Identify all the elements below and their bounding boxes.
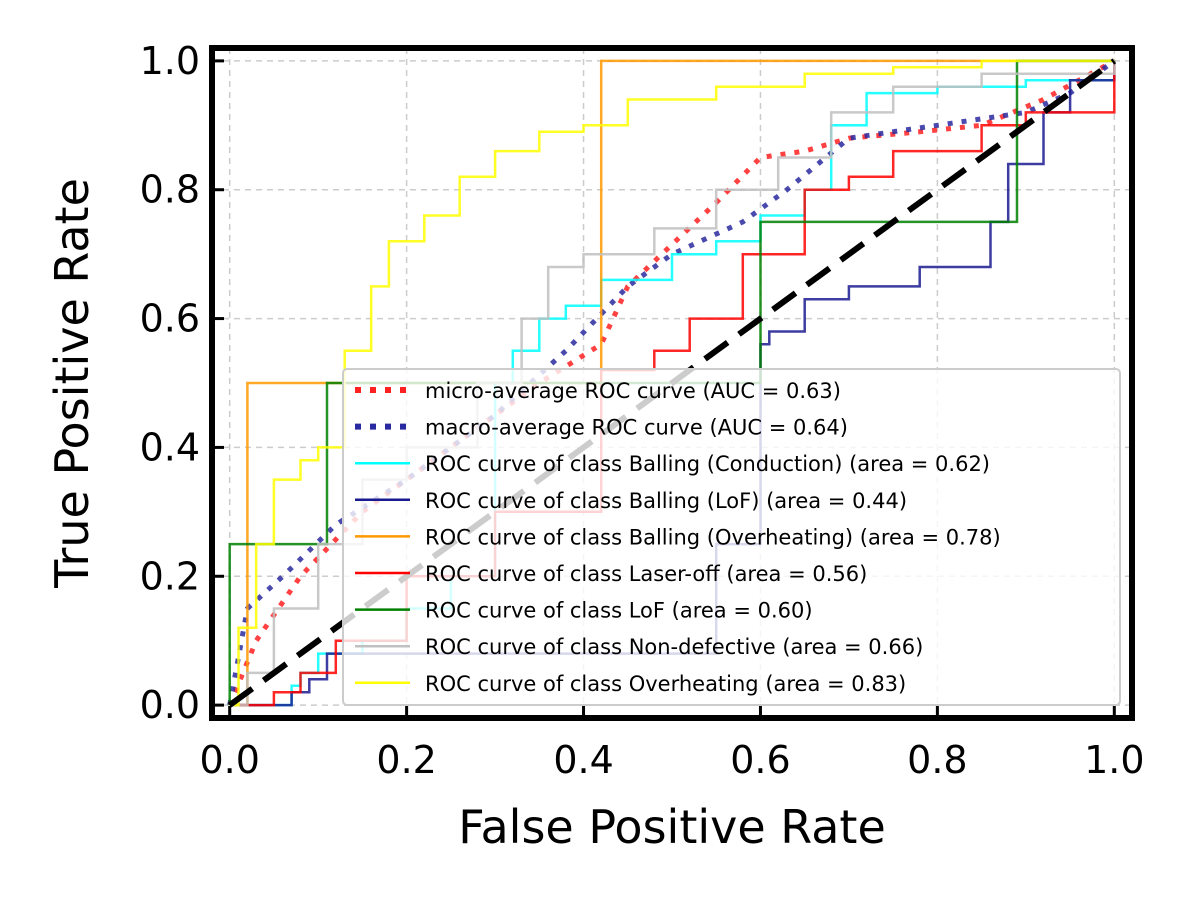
x-tick-label: 0.8 [907,738,967,782]
series-line-1 [227,58,1116,706]
legend-box [342,368,1121,706]
x-tick-label: 0.0 [199,738,259,782]
y-axis-title: True Positive Rate [45,178,99,589]
series-line-3 [229,60,1116,707]
legend-label-8: ROC curve of class Overheating (area = 0… [425,672,906,696]
legend-label-3: ROC curve of class Balling (LoF) (area =… [425,489,907,513]
legend-label-5: ROC curve of class Laser-off (area = 0.5… [425,562,867,586]
y-tick-label: 0.6 [140,297,200,341]
y-tick-label: 1.0 [140,39,200,83]
y-tick-label: 0.2 [140,554,200,598]
legend-label-4: ROC curve of class Balling (Overheating)… [425,525,1001,549]
legend: micro-average ROC curve (AUC = 0.63) macr… [342,368,1121,706]
legend-label-1: macro-average ROC curve (AUC = 0.64) [425,416,848,440]
series-line-0 [227,58,1116,707]
plot-frame [209,45,1135,721]
legend-label-7: ROC curve of class Non-defective (area =… [425,635,923,659]
x-tick-label: 0.4 [553,738,613,782]
y-tick-label: 0.4 [140,425,200,469]
x-tick-label: 1.0 [1084,738,1144,782]
legend-label-0: micro-average ROC curve (AUC = 0.63) [425,379,841,403]
series-line-5 [229,60,1116,707]
y-tick-label: 0.8 [140,168,200,212]
legend-label-2: ROC curve of class Balling (Conduction) … [425,452,990,476]
series-line-2 [229,60,1116,707]
y-tick-label: 0.0 [140,683,200,727]
series-layer [227,58,1116,707]
x-tick-label: 0.6 [730,738,790,782]
legend-items: micro-average ROC curve (AUC = 0.63) macr… [355,379,1001,696]
series-line-7 [229,60,1116,707]
x-axis-title: False Positive Rate [458,800,886,854]
legend-label-6: ROC curve of class LoF (area = 0.60) [425,599,813,623]
x-tick-label: 0.2 [376,738,436,782]
series-line-8 [229,59,1115,707]
ticks-layer: 0.0 0.0 0.2 0.2 0.4 0.4 0.6 0.6 0.8 0.8 1.0 1.0 [140,39,1145,782]
